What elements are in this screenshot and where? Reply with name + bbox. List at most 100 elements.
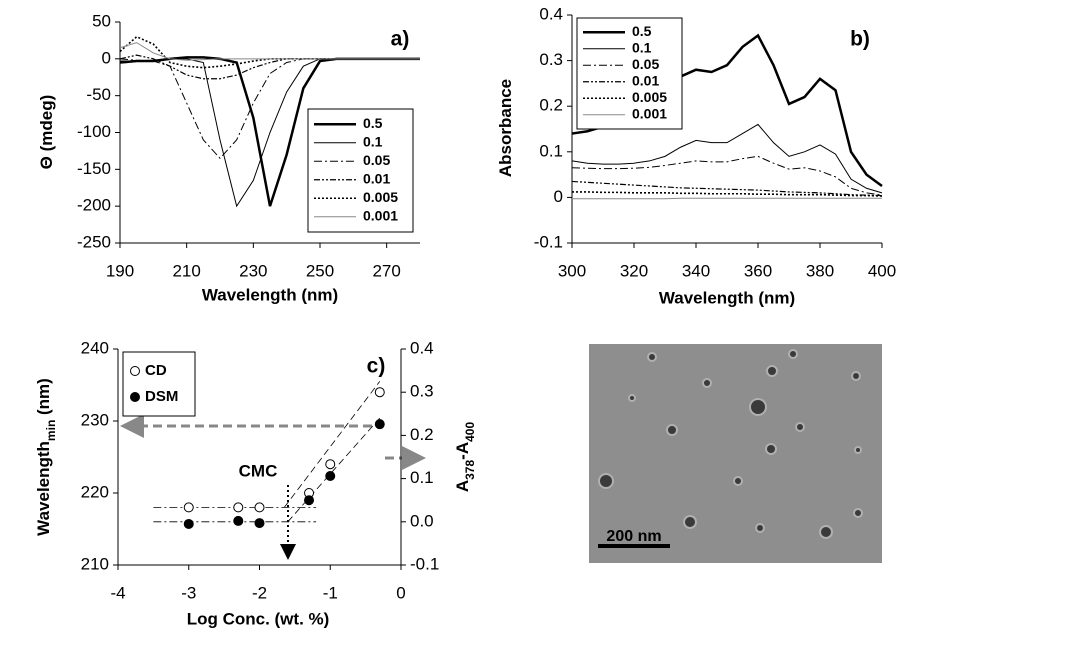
legend-label: 0.5 [363,115,383,131]
y-tick-label: 210 [81,554,109,573]
series-line [571,155,883,196]
x-tick-label: -4 [110,583,125,602]
series-line [572,191,883,197]
y-tick-label: 0.1 [539,141,563,160]
x-tick-label: 210 [172,261,200,280]
axis-title-part: Absorbance [496,79,515,177]
legend-label: DSM [145,388,178,405]
point [183,502,194,513]
x-tick-label: 320 [620,261,648,280]
x-tick-label: 270 [372,261,400,280]
y-tick-label: -150 [77,159,111,178]
axis-title: Wavelengthmin (nm) [34,378,58,536]
point [233,502,244,513]
x-tick-label: 380 [806,261,834,280]
x-tick-label: 190 [106,261,134,280]
legend-label: 0.1 [363,133,383,149]
legend-marker [130,366,140,376]
point [304,495,315,506]
axis-title-part: 400 [463,422,477,442]
x-tick-label: 360 [744,261,772,280]
axis-title-part: -A [453,442,472,460]
sem-image: 200 nm [589,344,882,563]
legend-marker [130,392,140,402]
y2-tick-label: -0.1 [410,554,439,573]
axis-title-part: A [453,480,472,492]
axis-title: Θ (mdeg) [37,95,56,170]
x-tick-label: 230 [239,261,267,280]
fit-line [283,381,381,508]
point [233,515,244,526]
axis-title: Wavelength (nm) [659,288,795,307]
point [374,419,385,430]
y2-tick-label: 0.2 [410,425,434,444]
legend-label: 0.005 [632,89,667,105]
scale-bar-label: 200 nm [606,528,661,545]
y-tick-label: -100 [77,122,111,141]
y-tick-label: -0.1 [534,232,563,251]
legend-label: 0.01 [363,170,390,186]
x-tick-label: -2 [252,583,267,602]
point [183,518,194,529]
legend-label: 0.1 [632,39,652,55]
point [374,387,385,398]
y-tick-label: 0 [554,187,563,206]
x-tick-label: 400 [868,261,896,280]
legend-label: 0.05 [632,56,659,72]
panel-label: b) [850,28,870,51]
y-tick-label: 0 [102,48,111,67]
point [254,502,265,513]
x-tick-label: 340 [682,261,710,280]
x-tick-label: 300 [558,261,586,280]
panel-label: c) [367,355,386,378]
fit-line [287,417,381,523]
series-line [571,123,883,194]
series-line [119,35,420,69]
axis-title: Absorbance [496,79,515,177]
point [254,518,265,529]
y-tick-label: -250 [77,232,111,251]
legend-label: 0.001 [632,105,667,121]
y-tick-label: 230 [81,410,109,429]
axis-title-part: Θ (mdeg) [37,95,56,170]
y-tick-label: 220 [81,482,109,501]
legend-box [576,17,683,130]
series-line [571,180,883,197]
legend-label: 0.005 [363,189,398,205]
image-background [589,344,882,563]
legend-box [307,108,414,233]
x-tick-label: -1 [323,583,338,602]
y-tick-label: 0.4 [539,4,563,23]
axis-title-part: min [44,420,58,441]
y-tick-label: 0.3 [539,50,563,69]
axis-title: A378-A400 [453,422,477,493]
y2-tick-label: 0.1 [410,468,434,487]
axis-title-part: 378 [463,460,477,480]
legend-label: 0.05 [363,152,390,168]
x-tick-label: 250 [306,261,334,280]
panel-label: a) [391,28,410,51]
y2-tick-label: 0.3 [410,382,434,401]
y-tick-label: 0.2 [539,96,563,115]
y-tick-label: 240 [81,338,109,357]
axis-title: Wavelength (nm) [202,285,338,304]
point [325,471,336,482]
y-tick-label: -50 [86,85,111,104]
x-tick-label: 0 [396,583,405,602]
y-tick-label: -200 [77,196,111,215]
y2-tick-label: 0.0 [410,511,434,530]
x-tick-label: -3 [181,583,196,602]
annotations: CMC [120,414,426,560]
y2-tick-label: 0.4 [410,338,434,357]
legend-label: 0.001 [363,207,398,223]
legend-label: CD [145,362,167,379]
point [325,459,336,470]
axis-title-part: (nm) [34,378,53,420]
legend-box [122,351,196,417]
y-tick-label: 50 [92,11,111,30]
axis-title: Log Conc. (wt. %) [187,609,330,628]
particles [598,349,863,539]
axis-title-part: Wavelength [34,441,53,536]
series-line [119,42,420,61]
